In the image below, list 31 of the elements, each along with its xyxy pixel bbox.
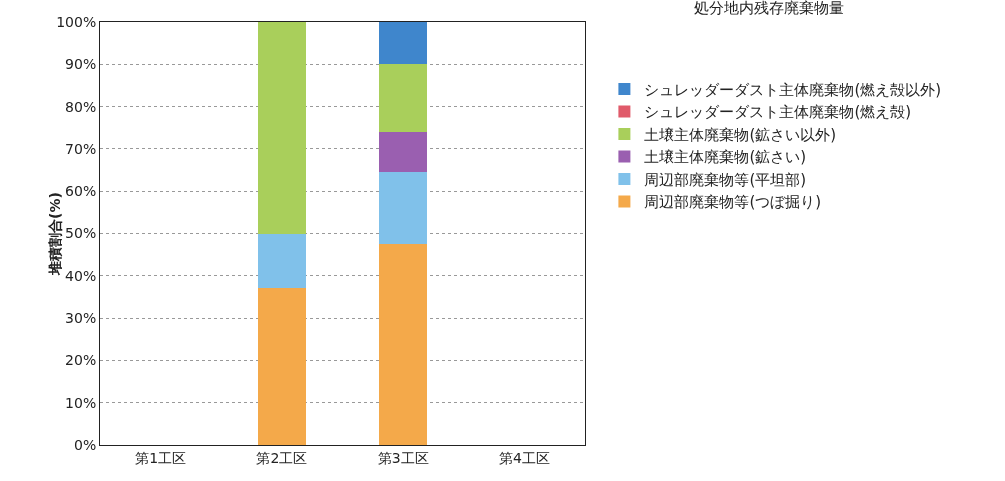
bar [378,172,428,245]
y-tick-label: 50% [65,225,97,242]
x-tick-label: 第1工区 [135,449,187,466]
y-tick-label: 70% [65,140,97,157]
legend-label: 周辺部廃棄物等(平坦部) [644,170,807,189]
legend-label: シュレッダーダスト主体廃棄物(燃え殻) [644,103,912,122]
y-tick-label: 30% [65,310,97,326]
y-tick-label: 10% [65,394,97,411]
bar [378,64,428,132]
bar [378,244,428,445]
x-tick-label: 第2工区 [256,449,308,466]
legend-label: シュレッダーダスト主体廃棄物(燃え殻以外) [644,80,942,99]
y-tick-label: 40% [65,267,97,284]
bar [257,288,307,445]
legend-label: 周辺部廃棄物等(つぼ掘り) [644,193,822,212]
y-tick-label: 60% [65,183,97,200]
bar [257,233,307,289]
bar [257,22,307,234]
legend-label: 土壌主体廃棄物(鉱さい以外) [644,125,837,144]
text: 処分地内残存廃棄物量 [694,0,844,17]
y-tick-label: 0% [73,436,97,453]
y-tick-label: 80% [65,98,97,115]
bar [378,131,428,173]
x-tick-label: 第3工区 [377,449,429,466]
y-tick-label: 100% [56,13,97,30]
y-axis-title: 堆積割合(%) [47,192,64,276]
bar [378,22,428,65]
y-tick-label: 90% [65,56,97,73]
y-tick-label: 20% [65,352,97,369]
legend-label: 土壌主体廃棄物(鉱さい) [644,148,807,167]
x-tick-label: 第4工区 [498,449,550,466]
